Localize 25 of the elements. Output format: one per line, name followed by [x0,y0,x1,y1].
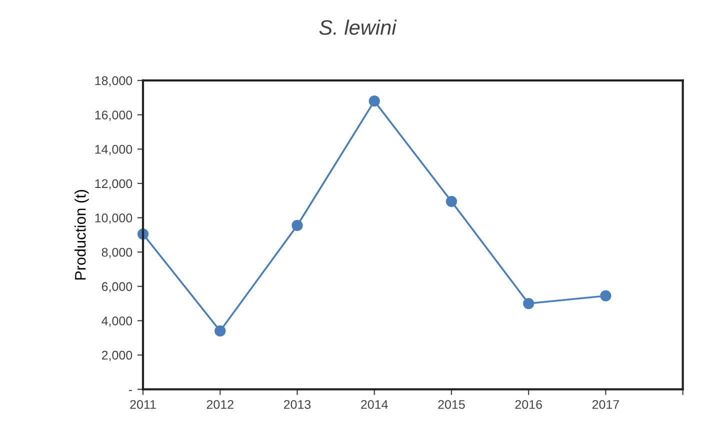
y-tick-label: 10,000 [95,214,132,224]
y-tick-label: 8,000 [102,248,132,258]
x-tick-label: 2014 [361,400,388,409]
point [600,290,612,302]
x-tick-label: 2012 [206,400,234,409]
x-tick-label: 2011 [130,400,156,409]
x-tick-label: 2015 [438,400,465,409]
y-axis-title: Production (t) [74,190,89,280]
y-tick-label: 16,000 [95,110,132,121]
point [214,325,226,337]
y-tick-label: 12,000 [95,179,132,190]
x-tick-label: 2017 [592,400,619,409]
chart-title: S. lewini [319,20,397,35]
x-tick-label: 2016 [515,400,542,409]
y-tick-label: 14,000 [95,144,132,156]
y-tick-label: 4,000 [102,316,132,327]
point [446,196,458,207]
x-tick-label: 2013 [284,400,311,409]
y-tick-label: 6,000 [102,282,132,293]
y-tick-label: 2,000 [102,350,132,362]
y-tick-label: 18,000 [95,76,132,87]
point [523,298,534,310]
point [368,96,380,107]
point [292,220,303,232]
y-tick-label: - [128,390,132,392]
